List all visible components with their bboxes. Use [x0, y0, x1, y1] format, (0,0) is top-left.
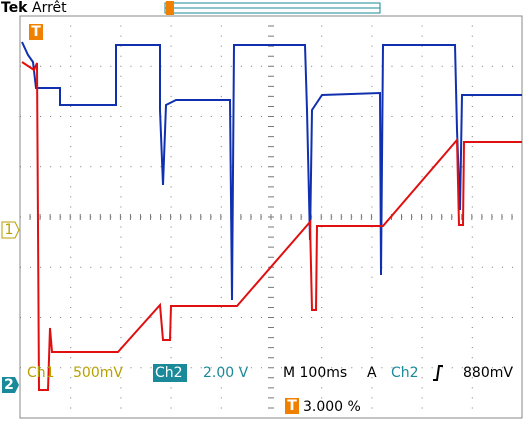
trigger-level: 880mV: [463, 365, 513, 381]
trigger-badge: [29, 24, 43, 40]
ch2-label: Ch2: [155, 365, 183, 381]
position-badge: [285, 398, 299, 414]
ch2-marker-shape: [2, 377, 19, 393]
graticule-border: [19, 15, 523, 419]
ch2-label-bg: [153, 364, 187, 382]
record-trigger: [166, 1, 174, 15]
ch2-scale: 2.00 V: [203, 365, 249, 381]
trigger-mode: A: [367, 365, 377, 381]
ch1-scale: 500mV: [73, 365, 123, 381]
position-marker: T: [287, 398, 297, 414]
ch1-label: Ch1: [27, 365, 55, 381]
timebase: M 100ms: [283, 365, 347, 381]
position: 3.000 %: [303, 399, 361, 415]
status: Arrêt: [32, 0, 67, 16]
ch2-waveform: [21, 41, 522, 301]
trigger-marker: T: [31, 24, 41, 40]
brand: Tek: [1, 0, 28, 16]
ch2-marker: 2: [4, 377, 14, 393]
ch1-marker: 1: [5, 222, 14, 238]
ch1-waveform: [21, 61, 522, 391]
ch1-marker-shape: [1, 221, 20, 239]
trigger-source: Ch2: [391, 365, 419, 381]
edge-symbol: [433, 365, 443, 381]
